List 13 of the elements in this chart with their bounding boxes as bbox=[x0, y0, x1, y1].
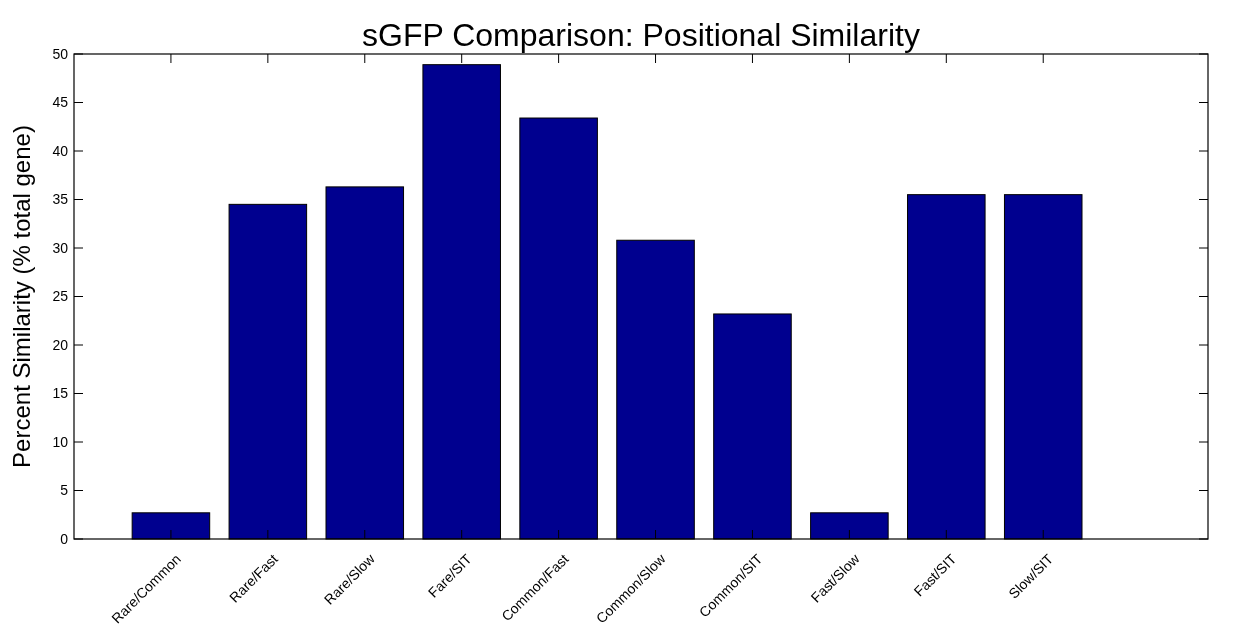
y-tick-label: 40 bbox=[52, 142, 69, 159]
y-tick-label: 45 bbox=[52, 94, 69, 111]
y-tick-label: 20 bbox=[52, 336, 69, 353]
y-axis-title: Percent Similarity (% total gene) bbox=[8, 125, 35, 468]
y-tick-label: 30 bbox=[52, 239, 69, 256]
y-tick-label: 0 bbox=[60, 530, 69, 547]
y-tick-label: 35 bbox=[52, 191, 69, 208]
y-tick-label: 25 bbox=[52, 288, 69, 305]
y-tick-label: 5 bbox=[60, 482, 69, 499]
y-tick-label: 10 bbox=[52, 433, 69, 450]
y-tick-label: 50 bbox=[52, 45, 69, 62]
y-tick-label: 15 bbox=[52, 385, 69, 402]
chart-title: sGFP Comparison: Positional Similarity bbox=[362, 17, 920, 53]
